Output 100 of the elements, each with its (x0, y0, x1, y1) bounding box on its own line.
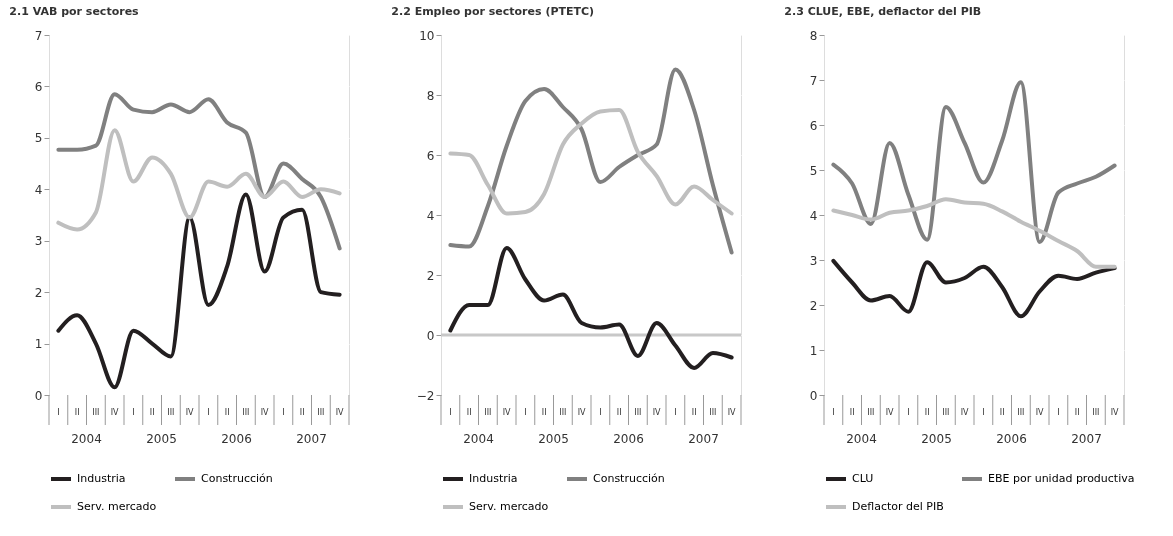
y-tick-label: 4 (809, 208, 818, 223)
x-tick-label: II (999, 408, 1005, 417)
y-tick-label: 7 (34, 28, 43, 43)
line-series (831, 80, 1117, 244)
x-tick-label: II (224, 408, 230, 417)
y-tick-label: 0 (34, 388, 43, 403)
legend-label: Serv. mercado (77, 500, 157, 513)
chart-title: 2.3 CLUE, EBE, deflactor del PIB (784, 5, 982, 18)
text: 2007 (688, 432, 719, 446)
x-tick-label: IV (1035, 408, 1045, 417)
text: 2006 (613, 432, 644, 446)
line-series (56, 192, 342, 390)
legend-label: CLU (852, 472, 874, 485)
x-tick-label: I (599, 408, 602, 417)
x-tick-label: III (942, 408, 950, 417)
y-tick-label: 6 (426, 148, 435, 163)
x-tick-label: IV (652, 408, 662, 417)
y-tick-label: 2 (426, 268, 435, 283)
y-tick-label: 6 (809, 118, 818, 133)
y-tick-label: 3 (809, 253, 818, 268)
x-tick-label: III (1017, 408, 1025, 417)
x-tick-label: IV (577, 408, 587, 417)
x-tick-label: II (849, 408, 855, 417)
x-tick-label: IV (260, 408, 270, 417)
x-tick-label: I (832, 408, 835, 417)
x-tick-label: III (317, 408, 325, 417)
legend-label: Industria (77, 472, 126, 485)
x-tick-label: I (57, 408, 60, 417)
y-tick-label: 6 (34, 79, 43, 94)
line-series (831, 258, 1117, 319)
x-tick-label: I (907, 408, 910, 417)
x-tick-label: III (867, 408, 875, 417)
y-tick-label: 5 (34, 131, 43, 146)
y-tick-label: 4 (426, 208, 435, 223)
y-tick-label: 4 (34, 182, 43, 197)
x-tick-label: I (674, 408, 677, 417)
legend-label: Serv. mercado (469, 500, 549, 513)
legend-label: Deflactor del PIB (852, 500, 944, 513)
text: 2007 (1071, 432, 1102, 446)
x-tick-label: IV (727, 408, 737, 417)
x-tick-label: III (484, 408, 492, 417)
x-tick-label: III (634, 408, 642, 417)
y-tick-label: 7 (809, 73, 818, 88)
y-tick-label: 1 (809, 343, 818, 358)
y-tick-label: 5 (809, 163, 818, 178)
text: 2007 (296, 432, 327, 446)
x-tick-label: III (167, 408, 175, 417)
line-series (448, 108, 734, 216)
text: 2005 (921, 432, 952, 446)
legend-label: Construcción (201, 472, 273, 485)
y-tick-label: 8 (809, 28, 818, 43)
line-series (831, 197, 1117, 269)
x-tick-label: IV (185, 408, 195, 417)
x-tick-label: II (149, 408, 155, 417)
chart-title: 2.1 VAB por sectores (9, 5, 140, 18)
x-tick-label: II (74, 408, 80, 417)
x-tick-label: II (924, 408, 930, 417)
x-tick-label: I (449, 408, 452, 417)
line-series (56, 128, 342, 232)
line-series (448, 246, 734, 370)
x-tick-label: IV (1110, 408, 1120, 417)
y-tick-label: 10 (419, 28, 435, 43)
y-tick-label: 1 (34, 337, 43, 352)
text: 2006 (221, 432, 252, 446)
legend-label: Industria (469, 472, 518, 485)
y-tick-label: 2 (809, 298, 818, 313)
x-tick-label: I (1057, 408, 1060, 417)
y-tick-label: 0 (426, 328, 435, 343)
x-tick-label: IV (502, 408, 512, 417)
x-tick-label: I (207, 408, 210, 417)
x-tick-label: I (132, 408, 135, 417)
x-tick-label: II (299, 408, 305, 417)
legend-label: Construcción (593, 472, 665, 485)
y-tick-label: 3 (34, 234, 43, 249)
y-tick-label: 2 (34, 285, 43, 300)
x-tick-label: III (242, 408, 250, 417)
x-tick-label: III (92, 408, 100, 417)
text: 2004 (846, 432, 877, 446)
x-tick-label: I (282, 408, 285, 417)
line-series (448, 67, 734, 255)
text: 2006 (996, 432, 1027, 446)
line-series (56, 92, 342, 251)
x-tick-label: II (691, 408, 697, 417)
x-tick-label: I (524, 408, 527, 417)
x-tick-label: I (982, 408, 985, 417)
legend-label: EBE por unidad productiva (988, 472, 1135, 485)
x-tick-label: II (466, 408, 472, 417)
text: 2005 (146, 432, 177, 446)
x-tick-label: II (616, 408, 622, 417)
x-tick-label: III (1092, 408, 1100, 417)
text: 2004 (71, 432, 102, 446)
x-tick-label: IV (110, 408, 120, 417)
x-tick-label: IV (960, 408, 970, 417)
x-tick-label: III (709, 408, 717, 417)
x-tick-label: IV (885, 408, 895, 417)
x-tick-label: III (559, 408, 567, 417)
x-tick-label: IV (335, 408, 345, 417)
y-tick-label: −2 (416, 388, 435, 403)
text: 2005 (538, 432, 569, 446)
y-tick-label: 0 (809, 388, 818, 403)
